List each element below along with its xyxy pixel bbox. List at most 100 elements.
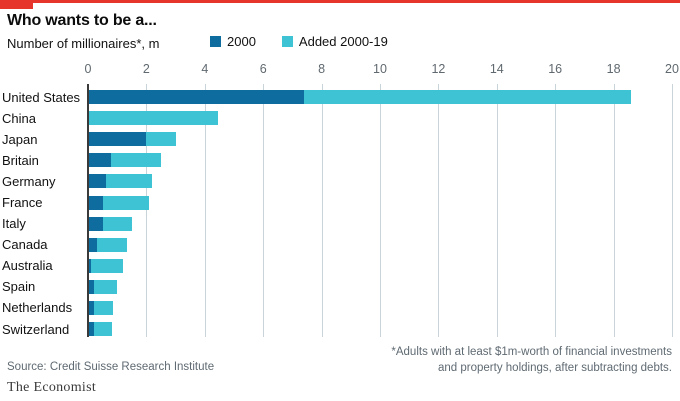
stacked-bar [88, 111, 672, 126]
stacked-bar [88, 322, 672, 337]
country-label: Canada [2, 237, 48, 253]
bar-segment-added-2000-19 [146, 132, 176, 147]
x-tick-label: 16 [548, 62, 563, 76]
gridline [380, 84, 381, 337]
country-label: Spain [2, 279, 36, 295]
plot-area: United States China Japan Britain Germany Fra… [2, 84, 673, 340]
bar-segment-added-2000-19 [304, 90, 632, 105]
legend-item-added: Added 2000-19 [281, 34, 388, 49]
legend-label: Added 2000-19 [298, 34, 388, 49]
bar-segment-2000 [88, 279, 94, 294]
bar-segment-2000 [88, 195, 103, 210]
bar-segment-added-2000-19 [96, 237, 128, 252]
legend-label: 2000 [227, 34, 256, 49]
source-note: Source: Credit Suisse Research Institute [7, 361, 215, 373]
bar-segment-added-2000-19 [102, 195, 150, 210]
gridline [672, 84, 673, 337]
bar-segment-2000 [88, 322, 94, 337]
bar-row: United States [2, 87, 672, 108]
bar-segment-added-2000-19 [93, 322, 112, 337]
country-label: France [2, 195, 43, 211]
x-tick-label: 2 [142, 62, 150, 76]
bar-segment-2000 [88, 300, 94, 315]
stacked-bar [88, 153, 672, 168]
bar-rows: United States China Japan Britain Germany Fra… [2, 87, 672, 340]
economist-wordmark: The Economist [7, 380, 97, 395]
bar-segment-2000 [88, 258, 91, 273]
country-label: Switzerland [2, 321, 70, 337]
bar-segment-2000 [88, 90, 305, 105]
bar-row: Canada [2, 234, 672, 255]
x-tick-label: 10 [373, 62, 387, 76]
bar-segment-2000 [88, 153, 112, 168]
bar-segment-2000 [88, 216, 103, 231]
gridline [438, 84, 440, 337]
stacked-bar [88, 132, 672, 147]
bar-row: Italy [2, 213, 672, 234]
bar-row: Britain [2, 150, 672, 171]
gridline [263, 84, 265, 337]
footnote-line-2: and property holdings, after subtracting… [438, 361, 672, 374]
x-axis-tick-labels: 0 2 4 6 8 10 12 14 16 18 20 [84, 62, 679, 77]
country-label: Britain [2, 152, 39, 168]
footnote-line-1: *Adults with at least $1m-worth of finan… [391, 346, 672, 358]
legend-swatch-icon [281, 36, 293, 47]
bar-segment-added-2000-19 [102, 216, 132, 231]
legend-swatch-icon [210, 36, 221, 47]
country-label: Italy [2, 216, 26, 232]
gridline [496, 84, 498, 337]
gridline [321, 84, 323, 337]
gridline [555, 84, 557, 337]
bar-segment-added-2000-19 [93, 279, 118, 294]
stacked-bar [88, 237, 672, 252]
chart-title: Who wants to be a... [7, 12, 157, 29]
x-tick-label: 12 [431, 62, 446, 76]
bar-segment-added-2000-19 [105, 174, 153, 189]
footnote: *Adults with at least $1m-worth of finan… [391, 345, 672, 376]
bar-segment-2000 [88, 237, 97, 252]
bar-row: Japan [2, 129, 672, 150]
stacked-bar [88, 258, 672, 273]
bar-row: Australia [2, 255, 672, 276]
bar-row: Spain [2, 276, 672, 297]
bar-row: Switzerland [2, 319, 672, 340]
stacked-bar [88, 174, 672, 189]
stacked-bar [88, 300, 672, 315]
stacked-bar [88, 216, 672, 231]
gridline [146, 84, 148, 337]
x-tick-label: 8 [318, 62, 326, 76]
top-red-rule [0, 0, 680, 3]
gridline [613, 84, 615, 337]
bar-segment-added-2000-19 [111, 153, 161, 168]
bar-segment-2000 [88, 132, 147, 147]
bar-row: China [2, 108, 672, 129]
x-tick-label: 18 [606, 62, 621, 76]
x-tick-label: 6 [259, 62, 267, 76]
country-label: Australia [2, 258, 53, 274]
bar-segment-2000 [88, 174, 106, 189]
country-label: Netherlands [2, 300, 73, 316]
y-axis-line [87, 84, 89, 337]
country-label: China [2, 110, 36, 126]
legend: 2000 Added 2000-19 [210, 34, 388, 49]
x-tick-label: 4 [201, 62, 209, 76]
gridline [204, 84, 206, 337]
bar-row: France [2, 192, 672, 213]
x-tick-label: 14 [489, 62, 504, 76]
bar-segment-added-2000-19 [90, 258, 124, 273]
x-tick-label: 20 [665, 62, 679, 76]
country-label: United States [2, 89, 81, 105]
stacked-bar [88, 195, 672, 210]
bar-segment-added-2000-19 [89, 111, 218, 126]
bar-row: Netherlands [2, 297, 672, 318]
stacked-bar [88, 90, 672, 105]
bar-segment-added-2000-19 [93, 300, 113, 315]
bar-row: Germany [2, 171, 672, 192]
country-label: Japan [2, 131, 38, 147]
top-red-tab [0, 0, 33, 9]
legend-item-2000: 2000 [210, 34, 256, 49]
x-tick-label: 0 [84, 62, 92, 76]
chart-subtitle: Number of millionaires*, m [7, 36, 160, 51]
country-label: Germany [2, 173, 56, 189]
